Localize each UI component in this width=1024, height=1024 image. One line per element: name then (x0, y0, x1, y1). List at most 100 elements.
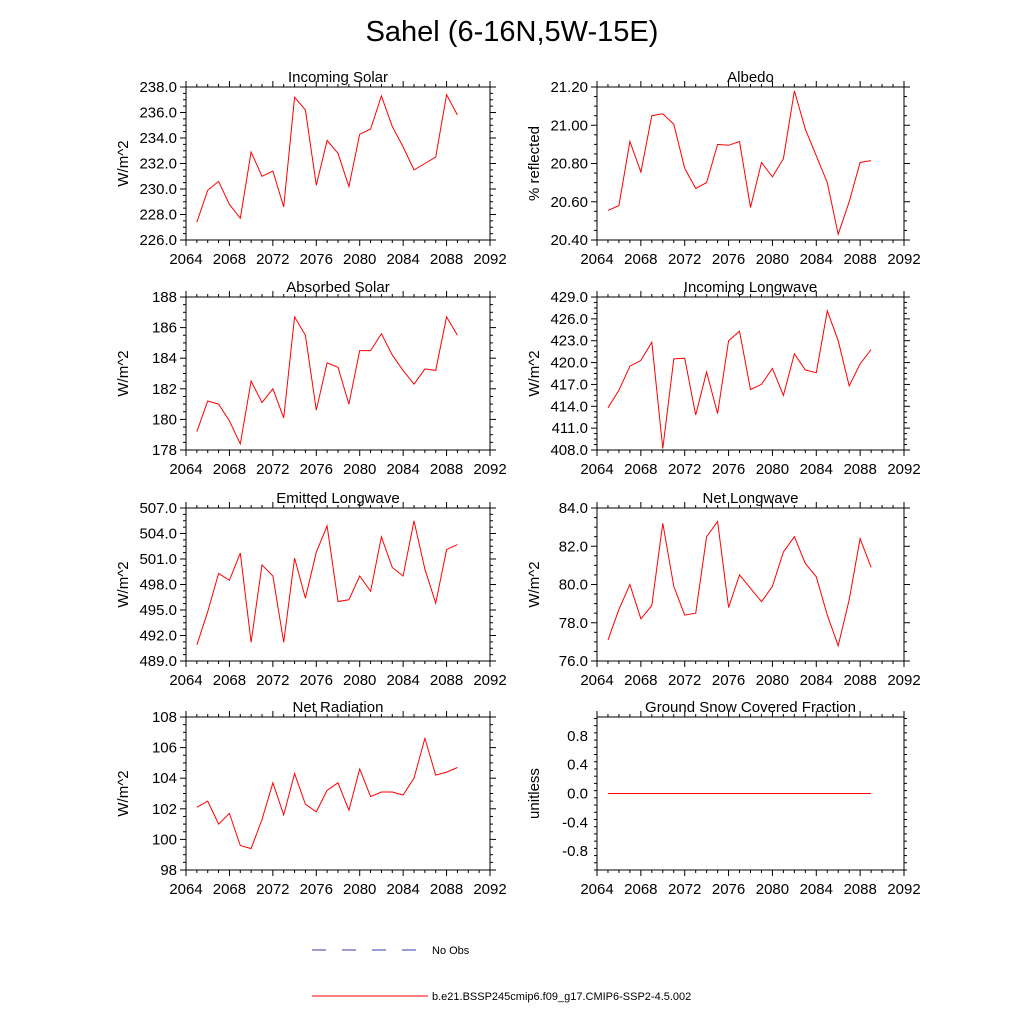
x-tick-label: 2088 (843, 881, 876, 898)
x-tick-label: 2084 (386, 461, 419, 478)
x-tick-label: 2088 (843, 461, 876, 478)
y-tick-label: 417.0 (550, 376, 588, 393)
series-line (607, 90, 872, 237)
y-tick-label: 230.0 (139, 181, 177, 198)
x-tick-label: 2064 (580, 251, 613, 268)
x-tick-label: 2084 (386, 672, 419, 689)
y-tick-label: 108 (152, 709, 177, 726)
y-tick-label: 0.8 (567, 728, 588, 745)
x-tick-label: 2088 (843, 251, 876, 268)
x-tick-label: 2088 (843, 672, 876, 689)
panel-8: Ground Snow Covered Fraction unitless 2064… (526, 699, 921, 898)
x-tick-label: 2080 (756, 461, 789, 478)
y-tick-label: 20.80 (550, 156, 588, 173)
y-tick-label: 420.0 (550, 355, 588, 372)
x-tick-label: 2064 (580, 461, 613, 478)
x-tick-label: 2072 (256, 251, 289, 268)
panel-title: Incoming Longwave (684, 279, 817, 296)
x-tick-label: 2092 (887, 672, 920, 689)
y-tick-label: 232.0 (139, 156, 177, 173)
plot-frame (185, 296, 491, 451)
y-tick-label: 78.0 (559, 615, 588, 632)
x-tick-label: 2076 (712, 672, 745, 689)
y-axis-label: unitless (526, 768, 543, 819)
series-line (607, 520, 872, 648)
x-tick-label: 2072 (668, 251, 701, 268)
x-tick-label: 2068 (213, 881, 246, 898)
y-tick-label: 429.0 (550, 289, 588, 306)
x-tick-label: 2064 (169, 672, 202, 689)
y-tick-label: 180 (152, 411, 177, 428)
x-tick-label: 2080 (343, 461, 376, 478)
x-tick-label: 2072 (256, 461, 289, 478)
y-tick-label: 236.0 (139, 105, 177, 122)
x-tick-label: 2088 (430, 461, 463, 478)
panel-3: Absorbed Solar W/m^2 2064 2068 2072 2076 2080 2… (115, 279, 507, 478)
y-tick-label: 102 (152, 801, 177, 818)
x-tick-label: 2092 (473, 881, 506, 898)
x-tick-label: 2088 (430, 881, 463, 898)
y-tick-label: 100 (152, 831, 177, 848)
x-tick-label: 2076 (300, 881, 333, 898)
x-tick-label: 2076 (712, 251, 745, 268)
x-tick-label: 2084 (800, 461, 833, 478)
x-tick-label: 2072 (668, 672, 701, 689)
x-tick-label: 2076 (300, 461, 333, 478)
x-tick-label: 2080 (343, 672, 376, 689)
x-tick-label: 2072 (256, 881, 289, 898)
y-axis-label: W/m^2 (115, 350, 132, 396)
x-tick-label: 2080 (343, 881, 376, 898)
x-tick-label: 2092 (887, 461, 920, 478)
y-tick-label: 414.0 (550, 398, 588, 415)
panel-title: Ground Snow Covered Fraction (645, 699, 856, 716)
y-axis-label: % reflected (526, 126, 543, 201)
y-axis-label: W/m^2 (526, 561, 543, 607)
figure-title: Sahel (6-16N,5W-15E) (366, 16, 659, 48)
y-tick-label: 408.0 (550, 442, 588, 459)
x-tick-label: 2076 (712, 461, 745, 478)
series-line (196, 93, 458, 223)
y-tick-label: 76.0 (559, 653, 588, 670)
x-tick-label: 2064 (169, 251, 202, 268)
x-tick-label: 2068 (213, 461, 246, 478)
panel-title: Albedo (727, 69, 774, 86)
y-axis-label: W/m^2 (526, 350, 543, 396)
y-tick-label: 20.40 (550, 232, 588, 249)
x-tick-label: 2084 (386, 881, 419, 898)
panel-2: Albedo % reflected 2064 2068 2072 2076 2080 208… (526, 69, 921, 268)
x-tick-label: 2068 (624, 881, 657, 898)
plot-frame (185, 716, 491, 871)
panels-group: Incoming Solar W/m^2 2064 2068 2072 2076 2080 2… (115, 69, 921, 898)
y-tick-label: 186 (152, 320, 177, 337)
plot-frame (596, 296, 905, 451)
x-tick-label: 2080 (756, 251, 789, 268)
y-axis-label: W/m^2 (115, 140, 132, 186)
series-line (607, 308, 872, 449)
series-line (196, 315, 458, 446)
x-tick-label: 2084 (386, 251, 419, 268)
y-tick-label: 21.00 (550, 117, 588, 134)
y-tick-label: 178 (152, 442, 177, 459)
y-tick-label: 106 (152, 740, 177, 757)
y-tick-label: -0.4 (562, 814, 588, 831)
series-line (196, 736, 458, 850)
legend-label-no-obs: No Obs (432, 945, 470, 957)
x-tick-label: 2076 (300, 672, 333, 689)
x-tick-label: 2084 (800, 251, 833, 268)
y-tick-label: 0.4 (567, 757, 588, 774)
y-tick-label: 0.0 (567, 786, 588, 803)
y-tick-label: 228.0 (139, 207, 177, 224)
x-tick-label: 2064 (169, 881, 202, 898)
x-tick-label: 2080 (756, 881, 789, 898)
x-tick-label: 2092 (473, 251, 506, 268)
y-tick-label: 84.0 (559, 500, 588, 517)
y-tick-label: 21.20 (550, 79, 588, 96)
x-tick-label: 2092 (887, 251, 920, 268)
y-tick-label: 504.0 (139, 526, 177, 543)
x-tick-label: 2080 (756, 672, 789, 689)
panel-title: Incoming Solar (288, 69, 388, 86)
panel-5: Emitted Longwave W/m^2 2064 2068 2072 2076 208… (115, 490, 507, 689)
x-tick-label: 2072 (668, 461, 701, 478)
y-tick-label: 20.60 (550, 194, 588, 211)
